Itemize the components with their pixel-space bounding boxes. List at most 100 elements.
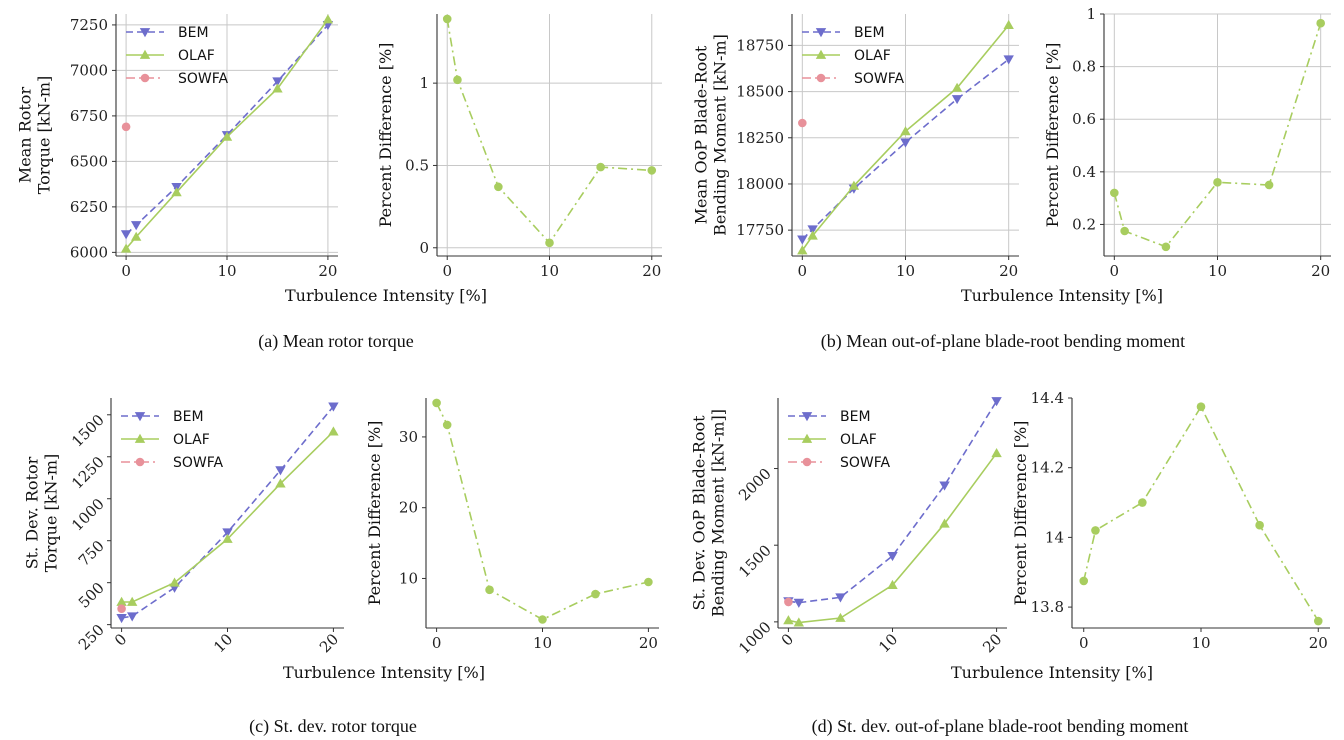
- x-axis-title: Turbulence Intensity [%]: [951, 663, 1153, 682]
- data-point: [991, 397, 1002, 407]
- legend-marker: [134, 433, 146, 443]
- x-tick-label: 0: [778, 630, 797, 649]
- chart-a-right: 0 10 20 0 0.5 1 Percent Difference [%]: [376, 14, 662, 280]
- data-point: [1138, 498, 1147, 507]
- y-tick-label: 1000: [68, 495, 108, 535]
- y-tick-label: 1: [419, 74, 429, 92]
- data-point: [1091, 526, 1100, 535]
- data-point: [222, 533, 233, 543]
- legend-label: SOWFA: [854, 71, 905, 87]
- data-point: [951, 82, 963, 92]
- series-bem: [116, 402, 339, 624]
- y-tick-label: 0.5: [405, 156, 429, 174]
- y-tick-label: 6500: [70, 152, 108, 170]
- data-point: [807, 225, 818, 235]
- data-point: [887, 579, 898, 589]
- chart-b-left: 0 10 20 17750 18000 18250 18500 18750 Mean OoP B…: [692, 14, 1163, 305]
- legend-marker: [139, 28, 151, 38]
- series-sowfa: [798, 118, 807, 128]
- data-point: [644, 577, 653, 587]
- x-tick-label: 20: [999, 262, 1018, 280]
- legend-marker: [134, 412, 146, 422]
- data-point: [835, 593, 846, 603]
- data-point: [797, 235, 808, 245]
- y-axis-title: Percent Difference [%]: [1043, 43, 1062, 228]
- data-point: [130, 221, 142, 231]
- data-point: [126, 596, 138, 606]
- x-axis-title: Turbulence Intensity [%]: [285, 286, 487, 305]
- data-point: [130, 231, 142, 241]
- chart-c-right: 0 10 20 10 20 30 Percent Difference [%]: [365, 398, 659, 652]
- legend-label: SOWFA: [178, 71, 229, 87]
- y-tick-label: 7000: [70, 61, 108, 79]
- y-tick-label: 1500: [68, 411, 108, 451]
- data-point: [1213, 178, 1222, 187]
- data-point: [1161, 242, 1171, 252]
- data-point: [807, 230, 818, 240]
- y-axis-title: Mean OoP Blade-Root: [692, 45, 711, 224]
- x-tick-label: 10: [1191, 634, 1210, 652]
- data-point: [793, 598, 805, 608]
- data-point: [126, 612, 138, 622]
- data-point: [272, 83, 283, 93]
- legend-label: OLAF: [173, 432, 210, 448]
- series-sowfa: [117, 604, 126, 613]
- data-point: [1110, 188, 1119, 198]
- x-tick-label: 10: [533, 634, 552, 652]
- series-olaf: [797, 19, 1014, 255]
- x-tick-label: 20: [316, 630, 342, 656]
- y-axis-title: Mean Rotor: [16, 87, 35, 184]
- data-point: [939, 518, 950, 528]
- data-point: [494, 182, 503, 192]
- data-point: [432, 398, 441, 408]
- y-tick-label: 18000: [736, 175, 784, 193]
- data-point: [647, 166, 657, 175]
- data-point: [887, 552, 898, 562]
- legend-label: SOWFA: [173, 455, 224, 471]
- legend: BEM OLAF SOWFA: [121, 409, 224, 471]
- y-tick-label: 2000: [735, 465, 775, 505]
- data-point: [171, 187, 182, 197]
- x-tick-label: 10: [875, 630, 901, 656]
- legend: BEM OLAF SOWFA: [126, 25, 229, 87]
- y-tick-label: 500: [75, 579, 108, 612]
- y-tick-label: 14: [1045, 528, 1064, 546]
- data-point: [835, 612, 846, 622]
- series-sowfa: [784, 597, 793, 607]
- data-point: [453, 75, 462, 85]
- chart-b-right: 0 10 20 0.2 0.4 0.6 0.8 1 Percent Difference [%]: [1043, 5, 1331, 280]
- x-tick-label: 0: [798, 262, 808, 280]
- y-tick-label: 0.6: [1072, 110, 1096, 128]
- data-point: [442, 420, 452, 430]
- data-point: [120, 230, 132, 240]
- legend-marker: [140, 73, 150, 83]
- series-percent-difference: [442, 14, 657, 248]
- y-tick-label: 0.4: [1072, 163, 1096, 181]
- legend-label: BEM: [840, 409, 871, 425]
- data-point: [116, 614, 127, 624]
- y-tick-label: 18250: [736, 129, 784, 147]
- y-axis-title: Percent Difference [%]: [365, 421, 384, 606]
- y-tick-label: 750: [75, 537, 108, 570]
- data-point: [545, 238, 554, 248]
- y-axis-title: Torque [kN-m]: [35, 76, 54, 195]
- data-point: [275, 466, 286, 476]
- y-tick-label: 18750: [736, 36, 784, 54]
- y-axis-title: Percent Difference [%]: [376, 43, 395, 228]
- y-tick-label: 1000: [735, 618, 775, 658]
- y-axis-title: St. Dev. OoP Blade-Root: [690, 415, 709, 611]
- data-point: [1255, 520, 1264, 530]
- series-sowfa: [121, 122, 131, 132]
- x-tick-label: 0: [1110, 262, 1120, 280]
- y-axis-title: Percent Difference [%]: [1011, 421, 1030, 606]
- legend-label: BEM: [173, 409, 204, 425]
- x-tick-label: 10: [540, 262, 559, 280]
- data-point: [1003, 55, 1014, 65]
- y-tick-label: 0.2: [1072, 215, 1096, 233]
- series-line: [121, 431, 334, 603]
- data-point: [1120, 226, 1129, 236]
- caption-a: (a) Mean rotor torque: [258, 331, 413, 352]
- x-tick-label: 20: [642, 262, 661, 280]
- x-tick-label: 20: [318, 262, 337, 280]
